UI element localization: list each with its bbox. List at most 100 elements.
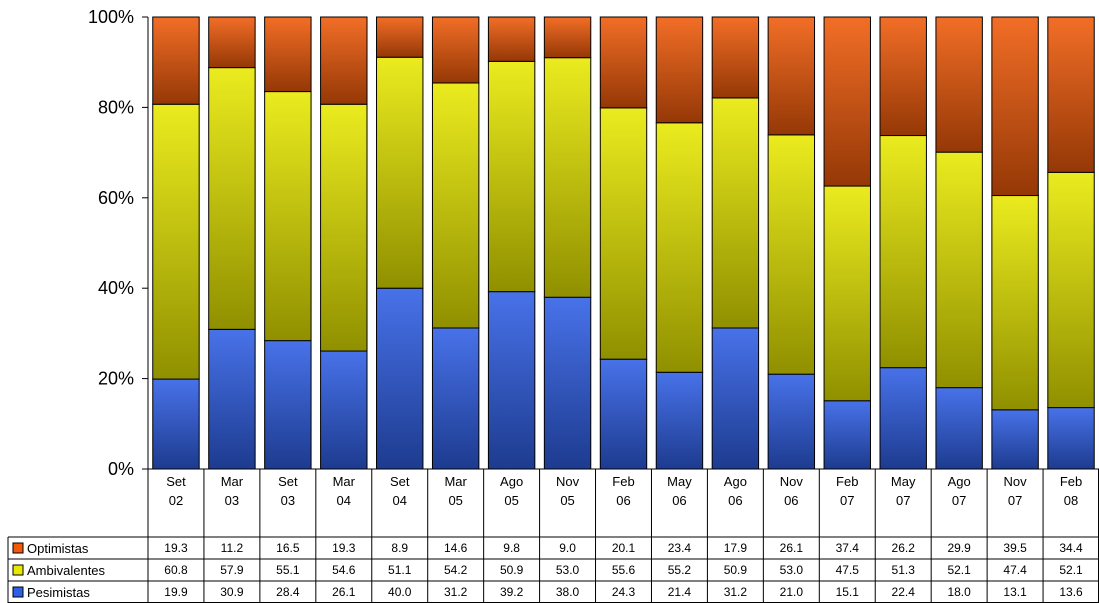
x-category-label: 05 [448, 493, 462, 508]
y-tick-label: 20% [98, 369, 134, 389]
table-cell-value: 60.8 [164, 563, 188, 577]
data-table: Set 02 Mar 03 Set 03 Mar 04 Set 04 Mar 05 Ago 05 Nov 05… [7, 468, 1099, 603]
table-cell-value: 31.2 [724, 585, 748, 599]
bar-ambivalentes-2 [264, 91, 312, 342]
bar-pesimistas-3 [320, 350, 368, 470]
x-category-label: 06 [616, 493, 630, 508]
y-tick-label: 60% [98, 188, 134, 208]
table-cell-value: 31.2 [444, 585, 468, 599]
bar-ambivalentes-0 [152, 103, 200, 380]
bar-ambivalentes-3 [320, 103, 368, 352]
table-cell-value: 39.5 [1003, 541, 1027, 555]
bar-pesimistas-9 [655, 371, 704, 470]
table-cell-value: 23.4 [668, 541, 692, 555]
bar-pesimistas-13 [879, 367, 927, 470]
bar-pesimistas-0 [152, 378, 200, 470]
table-cell-value: 51.1 [388, 563, 412, 577]
bar-pesimistas-12 [823, 400, 871, 470]
table-cell-value: 20.1 [612, 541, 636, 555]
legend-key-pesimistas [12, 586, 24, 598]
x-category-label: 05 [504, 493, 518, 508]
bar-optimistas-0 [152, 16, 200, 105]
table-cell-value: 30.9 [220, 585, 244, 599]
table-cell-value: 16.5 [276, 541, 300, 555]
table-cell-value: 19.3 [164, 541, 188, 555]
bar-pesimistas-2 [264, 340, 312, 470]
bar-pesimistas-4 [376, 287, 424, 470]
table-cell-value: 19.9 [164, 585, 188, 599]
x-category-label: 07 [840, 493, 854, 508]
table-cell-value: 26.2 [892, 541, 916, 555]
x-category-label: Feb [612, 474, 634, 489]
table-cell-value: 37.4 [836, 541, 860, 555]
table-cell-value: 40.0 [388, 585, 412, 599]
bar-optimistas-16 [1047, 16, 1095, 173]
bar-optimistas-1 [208, 16, 256, 69]
x-category-label: Ago [500, 474, 523, 489]
x-category-label: Nov [556, 474, 580, 489]
x-category-label: Mar [333, 474, 356, 489]
bar-ambivalentes-11 [767, 134, 816, 375]
bar-ambivalentes-16 [1047, 171, 1095, 409]
bar-pesimistas-5 [431, 327, 480, 470]
x-category-label: 07 [952, 493, 966, 508]
bar-optimistas-15 [991, 16, 1039, 197]
x-category-label: 03 [281, 493, 295, 508]
table-cell-value: 55.2 [668, 563, 692, 577]
x-category-label: Nov [1004, 474, 1028, 489]
x-category-label: Mar [444, 474, 467, 489]
x-category-label: Set [166, 474, 186, 489]
x-category-label: Nov [780, 474, 804, 489]
table-cell-value: 55.6 [612, 563, 636, 577]
table-cell-value: 14.6 [444, 541, 468, 555]
bar-ambivalentes-8 [599, 107, 648, 360]
table-cell-value: 53.0 [556, 563, 580, 577]
bar-ambivalentes-5 [431, 82, 480, 329]
y-tick-label: 0% [108, 459, 134, 479]
axes-layer: 0% 20% 40% 60% 80% 100% [88, 7, 149, 479]
x-category-label: Mar [221, 474, 244, 489]
table-cell-value: 39.2 [500, 585, 524, 599]
x-category-label: Ago [948, 474, 971, 489]
bar-pesimistas-11 [767, 373, 816, 470]
bar-ambivalentes-13 [879, 135, 927, 369]
legend-label-optimistas: Optimistas [27, 541, 89, 556]
legend-key-optimistas [12, 542, 24, 554]
bar-ambivalentes-4 [376, 56, 424, 289]
bar-optimistas-9 [655, 16, 704, 124]
legend-label-ambivalentes: Ambivalentes [27, 563, 106, 578]
table-cell-value: 9.8 [503, 541, 520, 555]
table-cell-value: 22.4 [892, 585, 916, 599]
table-cell-value: 47.4 [1003, 563, 1027, 577]
table-cell-value: 26.1 [332, 585, 356, 599]
table-cell-value: 13.6 [1059, 585, 1083, 599]
table-cell-value: 54.6 [332, 563, 356, 577]
x-category-label: 05 [560, 493, 574, 508]
x-category-label: Feb [1060, 474, 1082, 489]
table-cell-value: 47.5 [836, 563, 860, 577]
table-cell-value: 52.1 [947, 563, 971, 577]
bar-ambivalentes-12 [823, 185, 871, 402]
table-cell-value: 13.1 [1003, 585, 1027, 599]
x-category-label: Ago [724, 474, 747, 489]
x-category-label: 06 [728, 493, 742, 508]
table-cell-value: 9.0 [559, 541, 576, 555]
bar-ambivalentes-14 [935, 151, 983, 389]
table-cell-value: 17.9 [724, 541, 748, 555]
table-cell-value: 18.0 [947, 585, 971, 599]
x-category-label: 07 [1008, 493, 1022, 508]
bar-optimistas-11 [767, 16, 816, 136]
x-category-label: 08 [1064, 493, 1078, 508]
table-cell-value: 11.2 [221, 541, 244, 555]
table-cell-value: 54.2 [444, 563, 468, 577]
bar-pesimistas-7 [543, 296, 592, 470]
bar-optimistas-3 [320, 16, 368, 105]
table-cell-value: 38.0 [556, 585, 580, 599]
table-cell-value: 21.0 [780, 585, 804, 599]
x-category-label: 04 [337, 493, 351, 508]
table-cell-value: 19.3 [332, 541, 356, 555]
table-cell-value: 28.4 [276, 585, 300, 599]
table-cell-value: 55.1 [276, 563, 300, 577]
bar-ambivalentes-10 [711, 97, 760, 329]
